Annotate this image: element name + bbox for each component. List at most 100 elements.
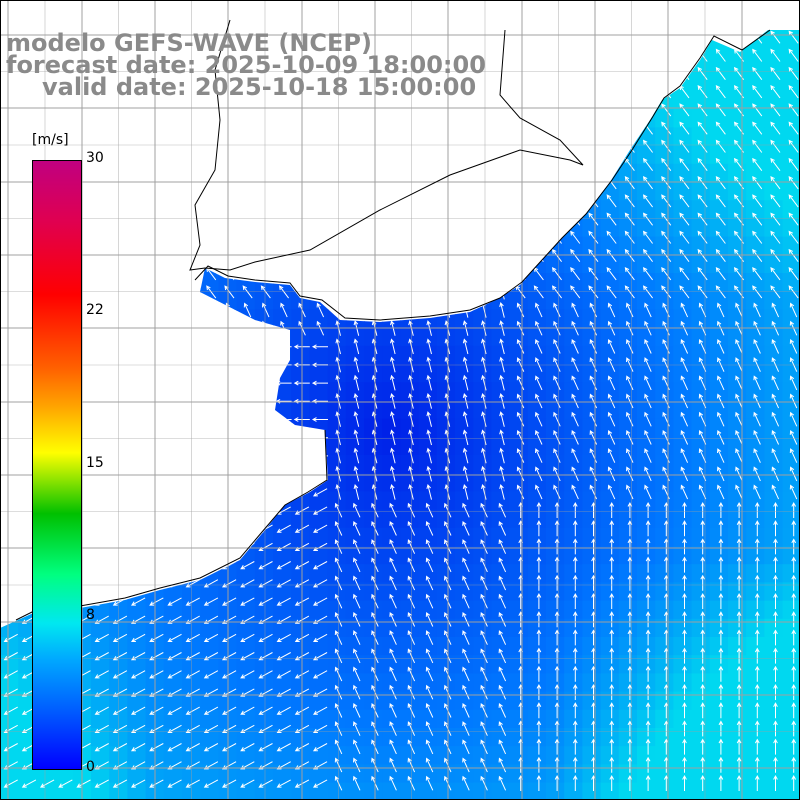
ocean-cell: [673, 400, 693, 420]
wind-arrow: [626, 393, 634, 409]
ocean-cell: [655, 600, 674, 620]
wind-arrow: [480, 539, 488, 554]
ocean-cell: [436, 600, 456, 620]
wind-arrow: [258, 561, 273, 570]
wind-arrow: [280, 302, 288, 318]
wind-arrow: [773, 556, 778, 573]
ocean-cell: [655, 127, 674, 147]
wind-arrow: [536, 647, 542, 664]
ocean-cell: [418, 764, 438, 784]
wind-arrow: [645, 702, 651, 719]
ocean-cell: [91, 782, 110, 800]
wind-arrow: [94, 779, 109, 788]
wind-arrow: [645, 538, 651, 555]
ocean-cell: [527, 582, 547, 602]
wind-arrow: [679, 121, 690, 135]
wind-arrow: [462, 465, 469, 482]
wind-arrow: [258, 633, 273, 642]
ocean-cell: [436, 618, 456, 638]
wind-arrow: [426, 411, 432, 427]
ocean-cell: [746, 473, 765, 492]
ocean-cell: [418, 491, 438, 511]
ocean-cell: [527, 564, 547, 583]
ocean-cell: [527, 546, 547, 565]
ocean-cell: [709, 455, 729, 474]
wind-arrow: [718, 720, 724, 737]
wind-arrow: [642, 157, 653, 171]
wind-arrow: [535, 484, 543, 500]
ocean-cell: [673, 309, 693, 329]
wind-arrow: [754, 702, 760, 719]
ocean-cell: [546, 309, 565, 329]
wind-arrow: [498, 648, 507, 664]
wind-arrow: [167, 670, 182, 679]
wind-arrow: [715, 285, 726, 299]
ocean-cell: [327, 546, 347, 565]
wind-arrow: [718, 702, 724, 719]
wind-arrow: [607, 411, 616, 427]
wind-arrow: [754, 720, 760, 737]
ocean-cell: [527, 746, 547, 765]
wind-arrow: [718, 501, 724, 518]
wind-arrow: [426, 483, 432, 500]
wind-arrow: [516, 375, 525, 391]
ocean-cell: [527, 782, 547, 800]
ocean-cell: [728, 145, 747, 165]
wind-arrow: [389, 757, 397, 773]
ocean-cell: [764, 364, 784, 383]
wind-arrow: [353, 447, 360, 464]
wind-arrow: [112, 779, 128, 788]
ocean-cell: [764, 709, 784, 729]
wind-arrow: [499, 465, 505, 482]
ocean-cell: [527, 764, 547, 784]
wind-arrow: [735, 484, 743, 500]
colorbar-tick-30: 30: [86, 150, 104, 166]
ocean-cell: [582, 327, 602, 347]
ocean-cell: [673, 91, 693, 110]
ocean-cell: [473, 691, 492, 711]
wind-arrow: [462, 775, 470, 791]
ocean-cell: [600, 546, 620, 565]
ocean-cell: [491, 327, 511, 347]
wind-arrow: [645, 756, 651, 773]
ocean-cell: [764, 637, 784, 656]
ocean-cell: [618, 673, 638, 693]
ocean-cell: [655, 491, 674, 511]
ocean-cell: [564, 709, 583, 729]
ocean-cell: [709, 236, 729, 256]
wind-arrow: [773, 538, 778, 555]
ocean-cell: [400, 564, 420, 583]
wind-arrow: [718, 574, 724, 591]
ocean-cell: [327, 728, 347, 747]
wind-arrow: [718, 592, 724, 609]
ocean-cell: [691, 746, 711, 765]
wind-arrow: [736, 647, 742, 664]
ocean-cell: [582, 455, 602, 474]
ocean-cell: [473, 418, 492, 438]
wind-arrow: [353, 575, 361, 591]
ocean-cell: [618, 436, 638, 456]
wind-arrow: [480, 721, 488, 736]
wind-arrow: [626, 338, 634, 354]
wind-arrow: [425, 684, 434, 700]
ocean-cell: [327, 509, 347, 529]
wind-arrow: [788, 194, 799, 208]
wind-arrow: [697, 285, 708, 299]
ocean-cell: [764, 400, 784, 420]
ocean-cell: [0, 782, 19, 800]
wind-arrow: [697, 66, 708, 80]
ocean-cell: [54, 782, 74, 800]
ocean-cell: [546, 327, 565, 347]
ocean-cell: [673, 527, 693, 547]
ocean-cell: [491, 637, 511, 656]
wind-arrow: [697, 248, 708, 262]
ocean-cell: [691, 345, 711, 365]
wind-arrow: [498, 611, 507, 627]
ocean-cell: [709, 364, 729, 383]
ocean-cell: [782, 236, 800, 256]
wind-arrow: [553, 375, 561, 391]
ocean-cell: [382, 564, 401, 583]
valid-date: valid date: 2025-10-18 15:00:00: [42, 73, 477, 101]
ocean-cell: [509, 564, 529, 583]
ocean-cell: [400, 637, 420, 656]
